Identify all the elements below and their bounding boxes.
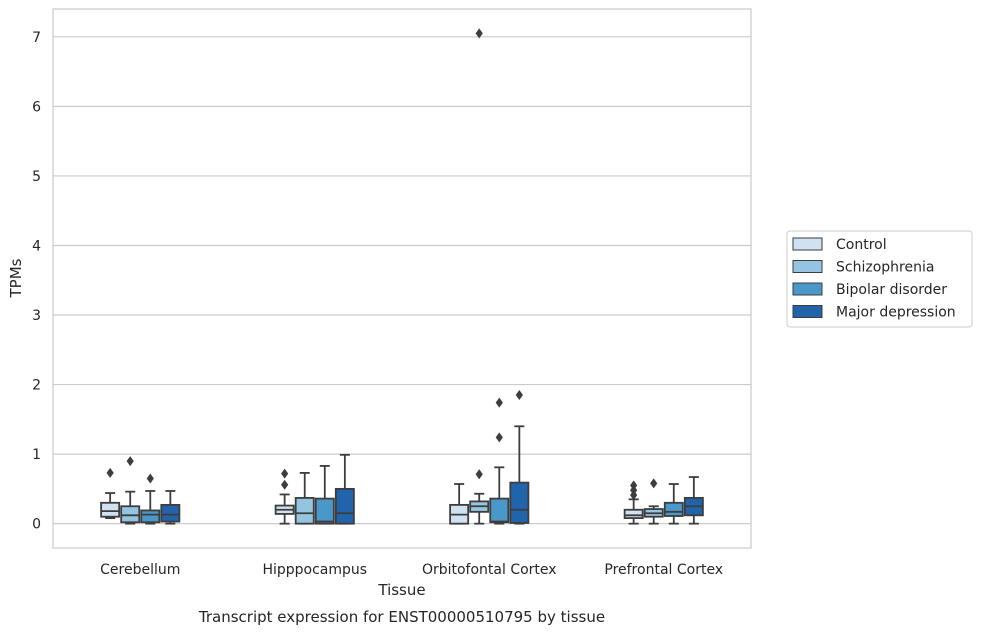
y-tick-label: 2 (32, 378, 41, 394)
legend-label: Bipolar disorder (836, 282, 947, 298)
y-tick-label: 5 (32, 169, 41, 185)
box-bipolar-disorder (489, 397, 510, 525)
box-body (509, 481, 530, 524)
box-bipolar-disorder (140, 473, 161, 525)
legend: Control Schizophrenia Bipolar disorder Majo… (786, 230, 973, 328)
outlier-point (475, 469, 483, 480)
box-schizophrenia (294, 471, 315, 525)
legend-swatch (792, 282, 823, 296)
boxes (100, 28, 704, 525)
legend-swatch (792, 260, 823, 273)
box-body (489, 497, 510, 524)
x-tick-label: Orbitofontal Cortex (422, 562, 557, 578)
box-schizophrenia (469, 28, 490, 525)
box-body (294, 497, 315, 525)
outlier-point (281, 468, 289, 479)
y-tick-label: 3 (32, 308, 41, 324)
plot-background (53, 9, 751, 548)
box-body (334, 487, 355, 525)
outlier-point (630, 480, 638, 491)
legend-label: Major depression (836, 305, 956, 321)
chart-caption: Transcript expression for ENST0000051079… (198, 608, 605, 626)
box-major-depression (334, 453, 355, 525)
outlier-point (475, 28, 483, 39)
legend-label: Schizophrenia (836, 260, 934, 276)
outlier-point (495, 432, 503, 443)
box-body (120, 505, 141, 524)
outlier-point (495, 397, 503, 408)
box-schizophrenia (120, 456, 141, 525)
x-tick-label: Hipppocampus (262, 562, 367, 578)
box-major-depression (160, 490, 181, 525)
y-tick-label: 0 (32, 517, 41, 533)
box-body (314, 497, 335, 525)
box-body (623, 508, 644, 519)
legend-frame (786, 230, 973, 328)
x-axis-label: Tissue (377, 581, 425, 599)
y-tick-label: 6 (32, 99, 41, 115)
outlier-point (106, 467, 114, 478)
box-schizophrenia (643, 478, 664, 525)
outlier-point (126, 456, 134, 467)
box-body (160, 503, 181, 523)
box-body (140, 509, 161, 524)
outlier-point (281, 479, 289, 490)
box-control (623, 480, 644, 525)
box-control (100, 467, 121, 519)
outlier-point (146, 473, 154, 484)
outlier-point (650, 478, 658, 489)
box-major-depression (509, 389, 530, 525)
y-tick-label: 1 (32, 447, 41, 463)
outlier-point (515, 389, 523, 400)
box-bipolar-disorder (314, 465, 335, 525)
legend-swatch (792, 305, 823, 318)
x-tick-labels: Cerebellum Hipppocampus Orbitofontal Corte… (100, 562, 723, 578)
x-tick-label: Cerebellum (100, 562, 180, 578)
y-axis-label: TPMs (7, 258, 25, 298)
y-tick-label: 7 (32, 30, 41, 46)
box-body (100, 501, 121, 518)
box-body (663, 501, 684, 517)
box-control (449, 483, 470, 525)
x-tick-label: Prefrontal Cortex (604, 562, 723, 578)
box-bipolar-disorder (663, 483, 684, 525)
y-tick-label: 4 (32, 238, 41, 254)
box-control (274, 468, 295, 525)
plot-frame (52, 8, 752, 549)
legend-label: Control (836, 237, 887, 253)
y-tick-labels: 0 1 2 3 4 5 6 7 (32, 30, 41, 533)
box-major-depression (683, 476, 704, 525)
gridlines (53, 36, 751, 525)
legend-swatch (792, 237, 823, 251)
